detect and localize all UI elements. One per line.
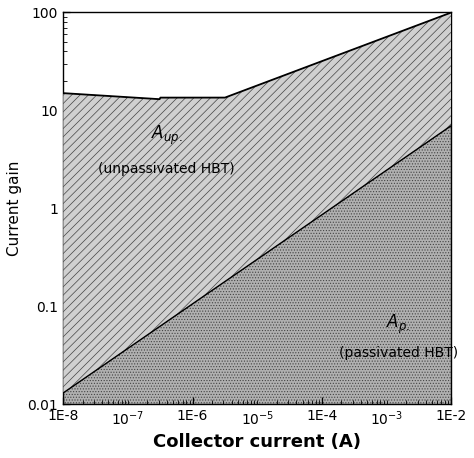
X-axis label: Collector current (A): Collector current (A) (153, 433, 361, 451)
Text: (passivated HBT): (passivated HBT) (338, 346, 458, 360)
Text: $\mathit{A}_{\mathit{up.}}$: $\mathit{A}_{\mathit{up.}}$ (151, 124, 182, 147)
Y-axis label: Current gain: Current gain (7, 161, 22, 256)
Text: (unpassivated HBT): (unpassivated HBT) (99, 162, 235, 176)
Text: $\mathit{A}_{\mathit{p.}}$: $\mathit{A}_{\mathit{p.}}$ (386, 313, 410, 336)
